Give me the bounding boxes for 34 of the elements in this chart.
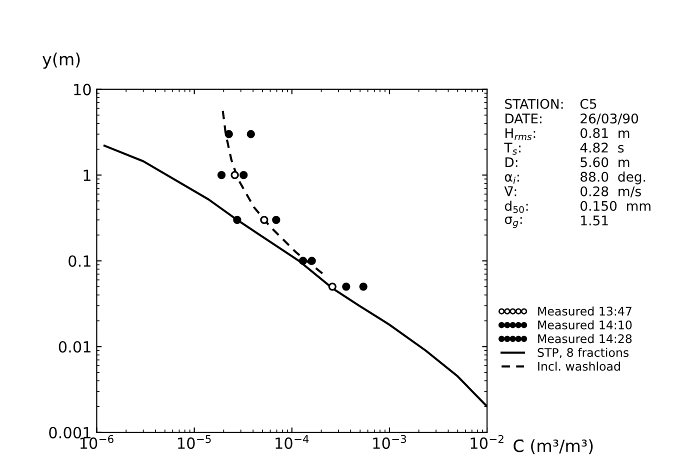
- legend-label: Measured 14:28: [538, 334, 632, 344]
- legend-label: Incl. washload: [538, 362, 620, 371]
- legend-label: Measured 13:47: [538, 306, 632, 316]
- x-tick-label: 10$^{−2}$: [470, 434, 504, 449]
- text: d$_{50}$:: [504, 200, 528, 214]
- text: 5.60 m: [580, 157, 630, 168]
- text: T$_{s}$:: [504, 142, 520, 155]
- x-axis-title: C̄ (m³/m³): [514, 439, 593, 454]
- x-tick-label: 10$^{−3}$: [373, 434, 406, 449]
- text: 1.51: [581, 216, 608, 226]
- text: α$_{i}$:: [504, 174, 519, 184]
- y-tick-label: 10: [74, 84, 91, 96]
- text: DATE:: [506, 114, 542, 124]
- text: 0.81 m: [580, 128, 630, 138]
- text: C5: [580, 98, 596, 109]
- y-tick-label: 0.01: [58, 341, 90, 353]
- text: 4.82 s: [580, 142, 624, 153]
- legend-label: Measured 14:10: [538, 320, 632, 330]
- text: V̄:: [504, 186, 516, 196]
- y-tick-label: 0.001: [49, 426, 90, 438]
- text: D:: [506, 157, 518, 168]
- text: 0.150 mm: [580, 200, 650, 211]
- text: STATION:: [505, 98, 563, 109]
- text: σ$_{g}$:: [504, 216, 522, 228]
- text: 88.0 deg.: [580, 172, 646, 184]
- x-tick-label: 10$^{−4}$: [276, 435, 309, 449]
- text: 26/03/90: [580, 114, 638, 125]
- x-tick-label: 10$^{−5}$: [178, 435, 211, 449]
- y-tick-label: 1: [84, 170, 90, 181]
- text: 0.28 m/s: [580, 186, 641, 198]
- legend-label: STP, 8 fractions: [538, 348, 629, 358]
- y-axis-title: y(m): [42, 52, 80, 69]
- y-tick-label: 0.1: [68, 255, 90, 267]
- text: H$_{rms}$:: [506, 128, 536, 140]
